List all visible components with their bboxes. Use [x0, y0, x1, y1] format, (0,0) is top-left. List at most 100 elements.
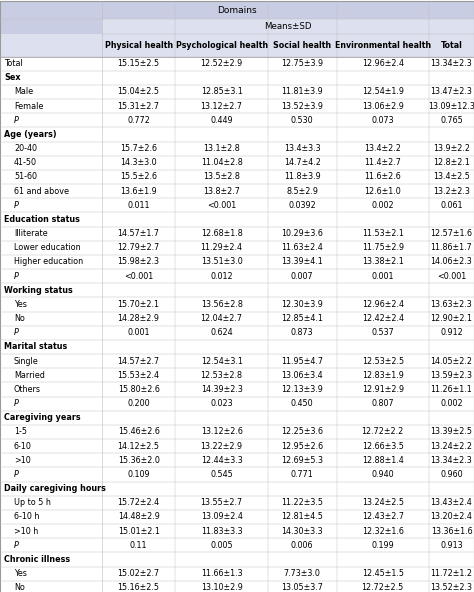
Text: Physical health: Physical health [105, 41, 173, 50]
Text: 11.8±3.9: 11.8±3.9 [284, 172, 320, 182]
Bar [0, 311, 474, 326]
Text: Age (years): Age (years) [4, 130, 56, 139]
Bar [0, 425, 474, 439]
Text: Total: Total [440, 41, 463, 50]
Text: Others: Others [14, 385, 41, 394]
Text: 0.0392: 0.0392 [288, 201, 316, 210]
Bar [0, 241, 474, 255]
Text: 12.72±2.5: 12.72±2.5 [362, 583, 404, 592]
Text: >10: >10 [14, 456, 31, 465]
Text: Marital status: Marital status [4, 343, 67, 352]
Text: 0.450: 0.450 [291, 399, 313, 408]
Text: 12.04±2.7: 12.04±2.7 [201, 314, 243, 323]
Text: 13.47±2.3: 13.47±2.3 [430, 88, 473, 96]
Text: 10.29±3.6: 10.29±3.6 [281, 229, 323, 238]
Text: 12.57±1.6: 12.57±1.6 [430, 229, 473, 238]
Bar [0, 496, 474, 510]
Text: 12.95±2.6: 12.95±2.6 [281, 442, 323, 451]
Text: 13.9±2.2: 13.9±2.2 [433, 144, 470, 153]
Text: Married: Married [14, 371, 45, 380]
Text: 11.26±1.1: 11.26±1.1 [430, 385, 473, 394]
Text: Daily caregiving hours: Daily caregiving hours [4, 484, 106, 493]
Text: 14.12±2.5: 14.12±2.5 [118, 442, 160, 451]
Text: Single: Single [14, 356, 39, 366]
Bar [0, 227, 474, 241]
Text: <0.001: <0.001 [124, 272, 153, 281]
Text: Means±SD: Means±SD [264, 22, 312, 31]
Text: 0.002: 0.002 [372, 201, 394, 210]
Text: Education status: Education status [4, 215, 80, 224]
Text: 12.85±4.1: 12.85±4.1 [281, 314, 323, 323]
Text: 13.6±1.9: 13.6±1.9 [120, 186, 157, 195]
Text: 13.06±2.9: 13.06±2.9 [362, 102, 404, 111]
Text: 12.53±2.5: 12.53±2.5 [362, 356, 404, 366]
Text: 11.29±2.4: 11.29±2.4 [201, 243, 243, 252]
Text: 12.81±4.5: 12.81±4.5 [281, 513, 323, 522]
Text: 12.45±1.5: 12.45±1.5 [362, 569, 404, 578]
Text: 0.960: 0.960 [440, 470, 463, 479]
Text: 0.765: 0.765 [440, 116, 463, 125]
Text: 13.09±12.3: 13.09±12.3 [428, 102, 474, 111]
Text: 20-40: 20-40 [14, 144, 37, 153]
Text: 0.023: 0.023 [210, 399, 233, 408]
Text: 15.04±2.5: 15.04±2.5 [118, 88, 160, 96]
Text: 0.772: 0.772 [127, 116, 150, 125]
Text: 0.005: 0.005 [210, 541, 233, 550]
Bar [0, 411, 474, 425]
Text: 14.7±4.2: 14.7±4.2 [284, 158, 320, 168]
Text: 13.51±3.0: 13.51±3.0 [201, 258, 243, 266]
Text: 12.53±2.8: 12.53±2.8 [201, 371, 243, 380]
Text: P: P [14, 272, 19, 281]
Text: 51-60: 51-60 [14, 172, 37, 182]
Text: 15.5±2.6: 15.5±2.6 [120, 172, 157, 182]
Text: 6-10: 6-10 [14, 442, 32, 451]
Text: 13.12±2.6: 13.12±2.6 [201, 427, 243, 436]
Text: 15.15±2.5: 15.15±2.5 [118, 59, 160, 68]
Text: 15.53±2.4: 15.53±2.4 [118, 371, 160, 380]
Text: 12.96±2.4: 12.96±2.4 [362, 300, 404, 309]
Text: 0.913: 0.913 [440, 541, 463, 550]
Text: 0.771: 0.771 [291, 470, 313, 479]
Text: Higher education: Higher education [14, 258, 83, 266]
Text: 13.52±3.9: 13.52±3.9 [281, 102, 323, 111]
Text: 12.8±2.1: 12.8±2.1 [433, 158, 470, 168]
Text: 13.06±3.4: 13.06±3.4 [282, 371, 323, 380]
Text: Chronic illness: Chronic illness [4, 555, 70, 564]
Text: Yes: Yes [14, 569, 27, 578]
Text: 0.073: 0.073 [372, 116, 394, 125]
Bar [175, 34, 268, 57]
Bar [0, 99, 474, 113]
Text: 8.5±2.9: 8.5±2.9 [286, 186, 318, 195]
Bar [0, 213, 474, 227]
Text: P: P [14, 201, 19, 210]
Text: 41-50: 41-50 [14, 158, 37, 168]
Text: 13.39±4.1: 13.39±4.1 [281, 258, 323, 266]
Text: 13.56±2.8: 13.56±2.8 [201, 300, 243, 309]
Text: <0.001: <0.001 [437, 272, 466, 281]
Bar [0, 382, 474, 397]
Text: 12.44±3.3: 12.44±3.3 [201, 456, 243, 465]
Text: 15.98±2.3: 15.98±2.3 [118, 258, 160, 266]
Text: 15.16±2.5: 15.16±2.5 [118, 583, 160, 592]
Bar [268, 34, 337, 57]
Text: 13.1±2.8: 13.1±2.8 [203, 144, 240, 153]
Bar [0, 368, 474, 382]
Text: 13.38±2.1: 13.38±2.1 [362, 258, 404, 266]
Bar [0, 297, 474, 311]
Text: 13.10±2.9: 13.10±2.9 [201, 583, 243, 592]
Text: 15.46±2.6: 15.46±2.6 [118, 427, 160, 436]
Text: 14.06±2.3: 14.06±2.3 [430, 258, 473, 266]
Text: 15.80±2.6: 15.80±2.6 [118, 385, 160, 394]
Text: 12.66±3.5: 12.66±3.5 [362, 442, 404, 451]
Text: 12.42±2.4: 12.42±2.4 [362, 314, 404, 323]
Text: 13.05±3.7: 13.05±3.7 [281, 583, 323, 592]
Text: Yes: Yes [14, 300, 27, 309]
Text: Psychological health: Psychological health [175, 41, 268, 50]
Text: 14.05±2.2: 14.05±2.2 [430, 356, 473, 366]
Text: P: P [14, 541, 19, 550]
Text: 12.6±1.0: 12.6±1.0 [365, 186, 401, 195]
Text: 12.30±3.9: 12.30±3.9 [281, 300, 323, 309]
Bar [0, 468, 474, 481]
Text: 13.24±2.5: 13.24±2.5 [362, 498, 404, 507]
Bar [0, 184, 474, 198]
